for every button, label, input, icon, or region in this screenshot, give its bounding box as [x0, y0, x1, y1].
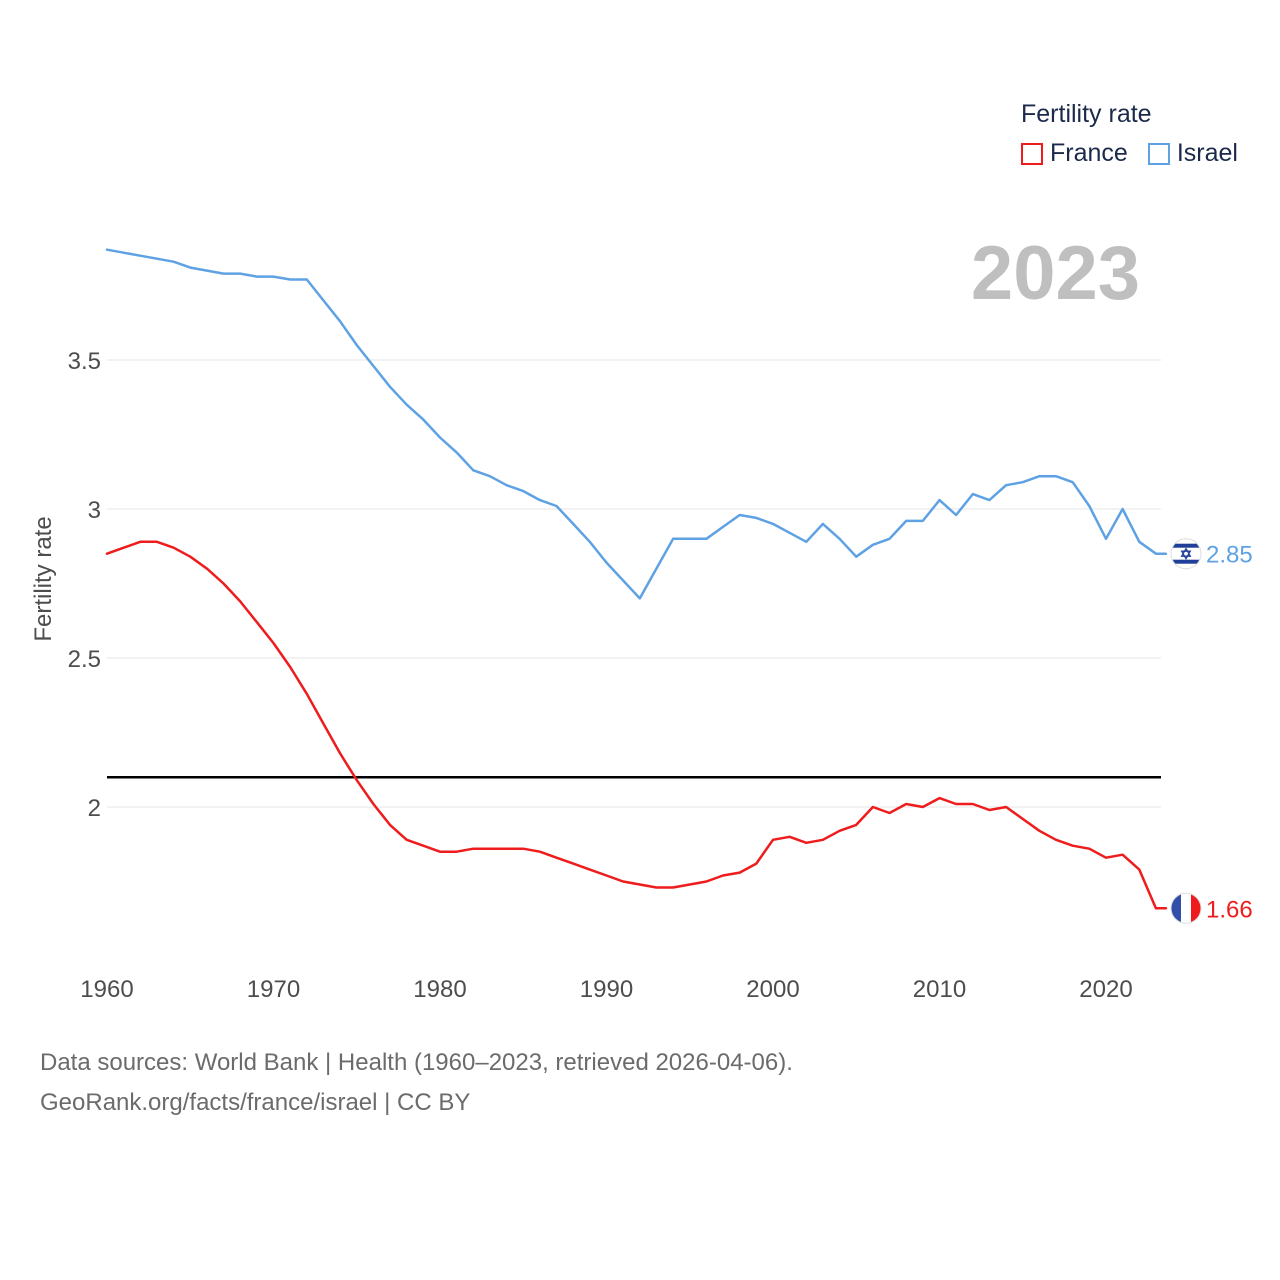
year-label: 2023	[971, 231, 1140, 316]
israel-swatch	[1147, 142, 1170, 165]
footer: Data sources: World Bank | Health (1960–…	[40, 1043, 793, 1123]
x-tick-label-5: 2010	[913, 976, 966, 1003]
footer-credit: GeoRank.org/facts/france/israel | CC BY	[40, 1089, 471, 1116]
y-tick-label-1: 2.5	[68, 646, 101, 673]
x-tick-label-0: 1960	[80, 976, 133, 1003]
legend-title: Fertility rate	[1021, 100, 1152, 128]
series-lines	[105, 248, 1168, 910]
israel-flag-icon	[1170, 538, 1202, 570]
y-axis-title: Fertility rate	[30, 516, 57, 641]
france-swatch	[1021, 142, 1043, 165]
x-tick-label-4: 2000	[746, 976, 799, 1003]
x-axis-ticks: 1960 1970 1980 1990 2000 2010 2020	[80, 976, 1132, 1003]
legend-item-israel[interactable]: Israel	[1147, 139, 1238, 168]
footer-sources: Data sources: World Bank | Health (1960–…	[40, 1049, 793, 1076]
y-tick-label-2: 3	[88, 497, 101, 524]
france-line	[105, 540, 1168, 910]
y-tick-label-0: 2	[88, 795, 101, 822]
legend-label-france: France	[1050, 139, 1128, 167]
legend: Fertility rate France Israel	[1021, 100, 1238, 168]
france-flag-icon	[1170, 892, 1202, 924]
x-tick-label-1: 1970	[247, 976, 300, 1003]
grid	[107, 359, 1161, 808]
legend-item-france[interactable]: France	[1021, 139, 1128, 168]
legend-label-israel: Israel	[1176, 139, 1238, 167]
y-tick-label-3: 3.5	[68, 348, 101, 375]
x-tick-label-3: 1990	[580, 976, 633, 1003]
x-tick-label-2: 1980	[413, 976, 466, 1003]
israel-line	[105, 248, 1168, 600]
france-end-value: 1.66	[1206, 896, 1253, 923]
x-tick-label-6: 2020	[1079, 976, 1132, 1003]
israel-end-value: 2.85	[1206, 542, 1253, 569]
y-axis-ticks: 2 2.5 3 3.5	[68, 348, 101, 822]
